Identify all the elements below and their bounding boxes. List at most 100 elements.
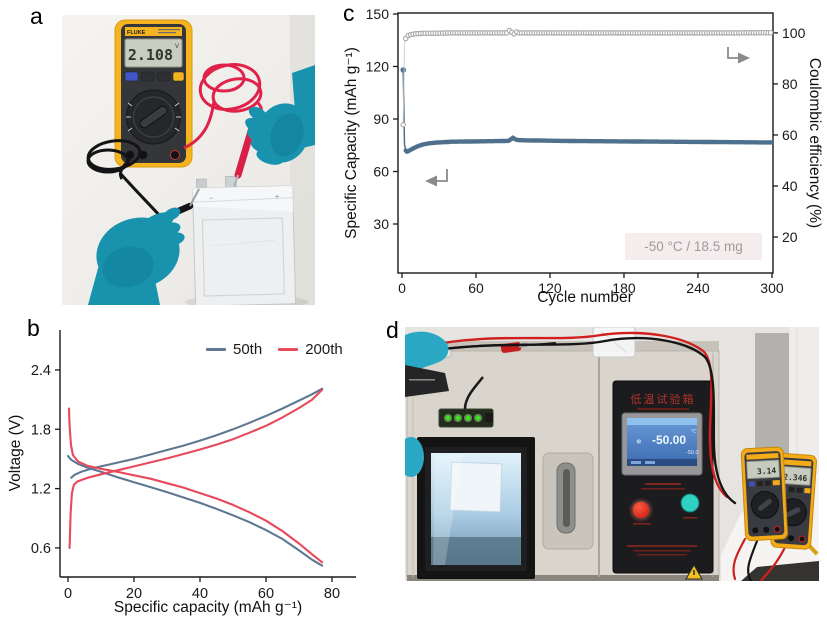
window-lower-shade xyxy=(431,537,521,565)
capacity-band xyxy=(403,135,775,154)
button-caption-line xyxy=(633,523,651,525)
function-button-1 xyxy=(140,71,155,82)
glove-right-shade xyxy=(270,113,304,157)
controller-text-line2 xyxy=(641,488,685,490)
efficiency-connector xyxy=(402,27,773,125)
screen-button-2 xyxy=(645,461,655,464)
c-left-tick-label: 30 xyxy=(373,216,389,232)
b-y-tick-label: 1.2 xyxy=(31,482,51,498)
meter-right-port2 xyxy=(788,535,795,542)
device-text-line xyxy=(409,379,435,381)
test-lead-red xyxy=(183,63,263,150)
c-x-axis-title: Cycle number xyxy=(537,289,633,306)
curve-50th-charge xyxy=(70,387,324,479)
b-x-tick-label: 60 xyxy=(258,586,274,602)
panel-label-c: c xyxy=(343,0,355,26)
c-x-tick-label: 300 xyxy=(760,280,784,296)
meter-left-lcd xyxy=(746,459,780,480)
wires xyxy=(413,331,789,583)
pouch-cell: − + xyxy=(192,175,297,307)
dial-ring xyxy=(132,96,175,138)
screen-top-bar xyxy=(627,418,697,425)
backlight-button xyxy=(172,71,185,82)
touchscreen xyxy=(627,418,697,466)
b-y-tick-label: 1.8 xyxy=(31,422,51,438)
wire-red xyxy=(419,331,729,499)
meter-left-btn3 xyxy=(764,480,771,486)
c-x-tick-label: 0 xyxy=(398,280,406,296)
screen-unit: ℃ xyxy=(691,429,697,435)
panel-footer-text-line xyxy=(627,545,697,547)
test-condition-annotation: -50 °C / 18.5 mg xyxy=(625,233,762,260)
b-x-tick-label: 0 xyxy=(64,586,72,602)
function-button-2 xyxy=(156,71,171,82)
curve-50th-discharge xyxy=(66,454,324,567)
meter-left-port3 xyxy=(773,525,781,533)
screen-bottom-bar xyxy=(627,459,697,466)
chamber-base-shadow xyxy=(407,575,719,581)
test-lead-black xyxy=(86,139,162,218)
panel-footer-text-line3 xyxy=(637,554,687,556)
climate-chamber: 低温试验箱 ❄ -50.00 ℃ -50.0 xyxy=(406,341,720,581)
b-y-tick-label: 2.4 xyxy=(31,363,51,379)
port-volt xyxy=(170,150,180,160)
meter-left-btn2 xyxy=(756,480,763,487)
panel-label-b: b xyxy=(27,315,40,341)
c-right-tick-label: 80 xyxy=(782,76,798,92)
meter-right-btn3 xyxy=(796,487,803,493)
pouch-positive-mark: + xyxy=(275,192,280,201)
meter-left-btn1 xyxy=(748,481,755,487)
meter-right-value: 2.346 xyxy=(783,473,808,484)
legend-line-50th xyxy=(206,348,226,351)
led-board xyxy=(438,376,494,428)
b-x-tick-label: 80 xyxy=(324,586,340,602)
c-x-tick-label: 60 xyxy=(468,280,484,296)
c-left-tick-label: 120 xyxy=(366,58,390,74)
probe-red-tip xyxy=(233,174,239,188)
c-x-tick-label: 180 xyxy=(612,280,636,296)
c-left-tick-label: 60 xyxy=(373,163,389,179)
multimeter-display xyxy=(124,38,183,68)
background-curtain xyxy=(789,327,819,477)
efficiency-point xyxy=(767,29,774,36)
c-right-axis-title: Coulombic efficiency (%) xyxy=(806,57,823,229)
b-y-tick-label: 0.6 xyxy=(31,541,51,557)
c-right-tick-label: 100 xyxy=(782,25,806,41)
left-axis-arrow-icon xyxy=(425,169,448,187)
model-text-line2 xyxy=(158,32,176,34)
display-unit: V xyxy=(175,44,179,50)
meter-left-value: 3.14 xyxy=(757,466,777,476)
c-left-tick-label: 150 xyxy=(366,6,390,22)
controller-text-line xyxy=(645,483,681,485)
b-x-tick-label: 40 xyxy=(192,586,208,602)
brand-label: FLUKE xyxy=(127,30,146,36)
efficiency-point xyxy=(400,122,406,128)
curve-200th-charge xyxy=(68,388,324,549)
viewing-window xyxy=(417,437,535,579)
b-x-tick-label: 20 xyxy=(126,586,142,602)
meter-left-btn4 xyxy=(772,480,780,486)
brand-strip xyxy=(125,27,182,36)
meter-right-brand-strip xyxy=(781,459,812,467)
meter-right-btn4 xyxy=(804,488,811,494)
glove-right xyxy=(245,65,315,165)
model-text-line xyxy=(158,29,180,31)
b-y-axis-title: Voltage (V) xyxy=(7,414,24,492)
pouch-highlight xyxy=(192,185,294,212)
c-left-axis-title: Specific Capacity (mAh g⁻¹) xyxy=(343,47,360,239)
b-x-axis-title: Specific capacity (mAh g⁻¹) xyxy=(113,599,303,616)
meter-right-btn2 xyxy=(788,486,795,493)
chamber-top xyxy=(407,341,719,353)
screen-sub-value: -50.0 xyxy=(686,450,699,456)
panel-a-photo: − + FLUKE 2.108 V xyxy=(62,15,315,309)
c-right-tick-label: 60 xyxy=(782,127,798,143)
legend-label-200th: 200th xyxy=(305,341,343,358)
pouch-inner-outline xyxy=(201,217,285,297)
power-button-red xyxy=(630,499,652,521)
chamber-subtitle-line xyxy=(637,408,689,410)
panel-label-a: a xyxy=(30,3,43,29)
light-button-cyan xyxy=(680,493,700,513)
glove-left xyxy=(88,207,185,305)
glove-top-left xyxy=(405,331,449,375)
